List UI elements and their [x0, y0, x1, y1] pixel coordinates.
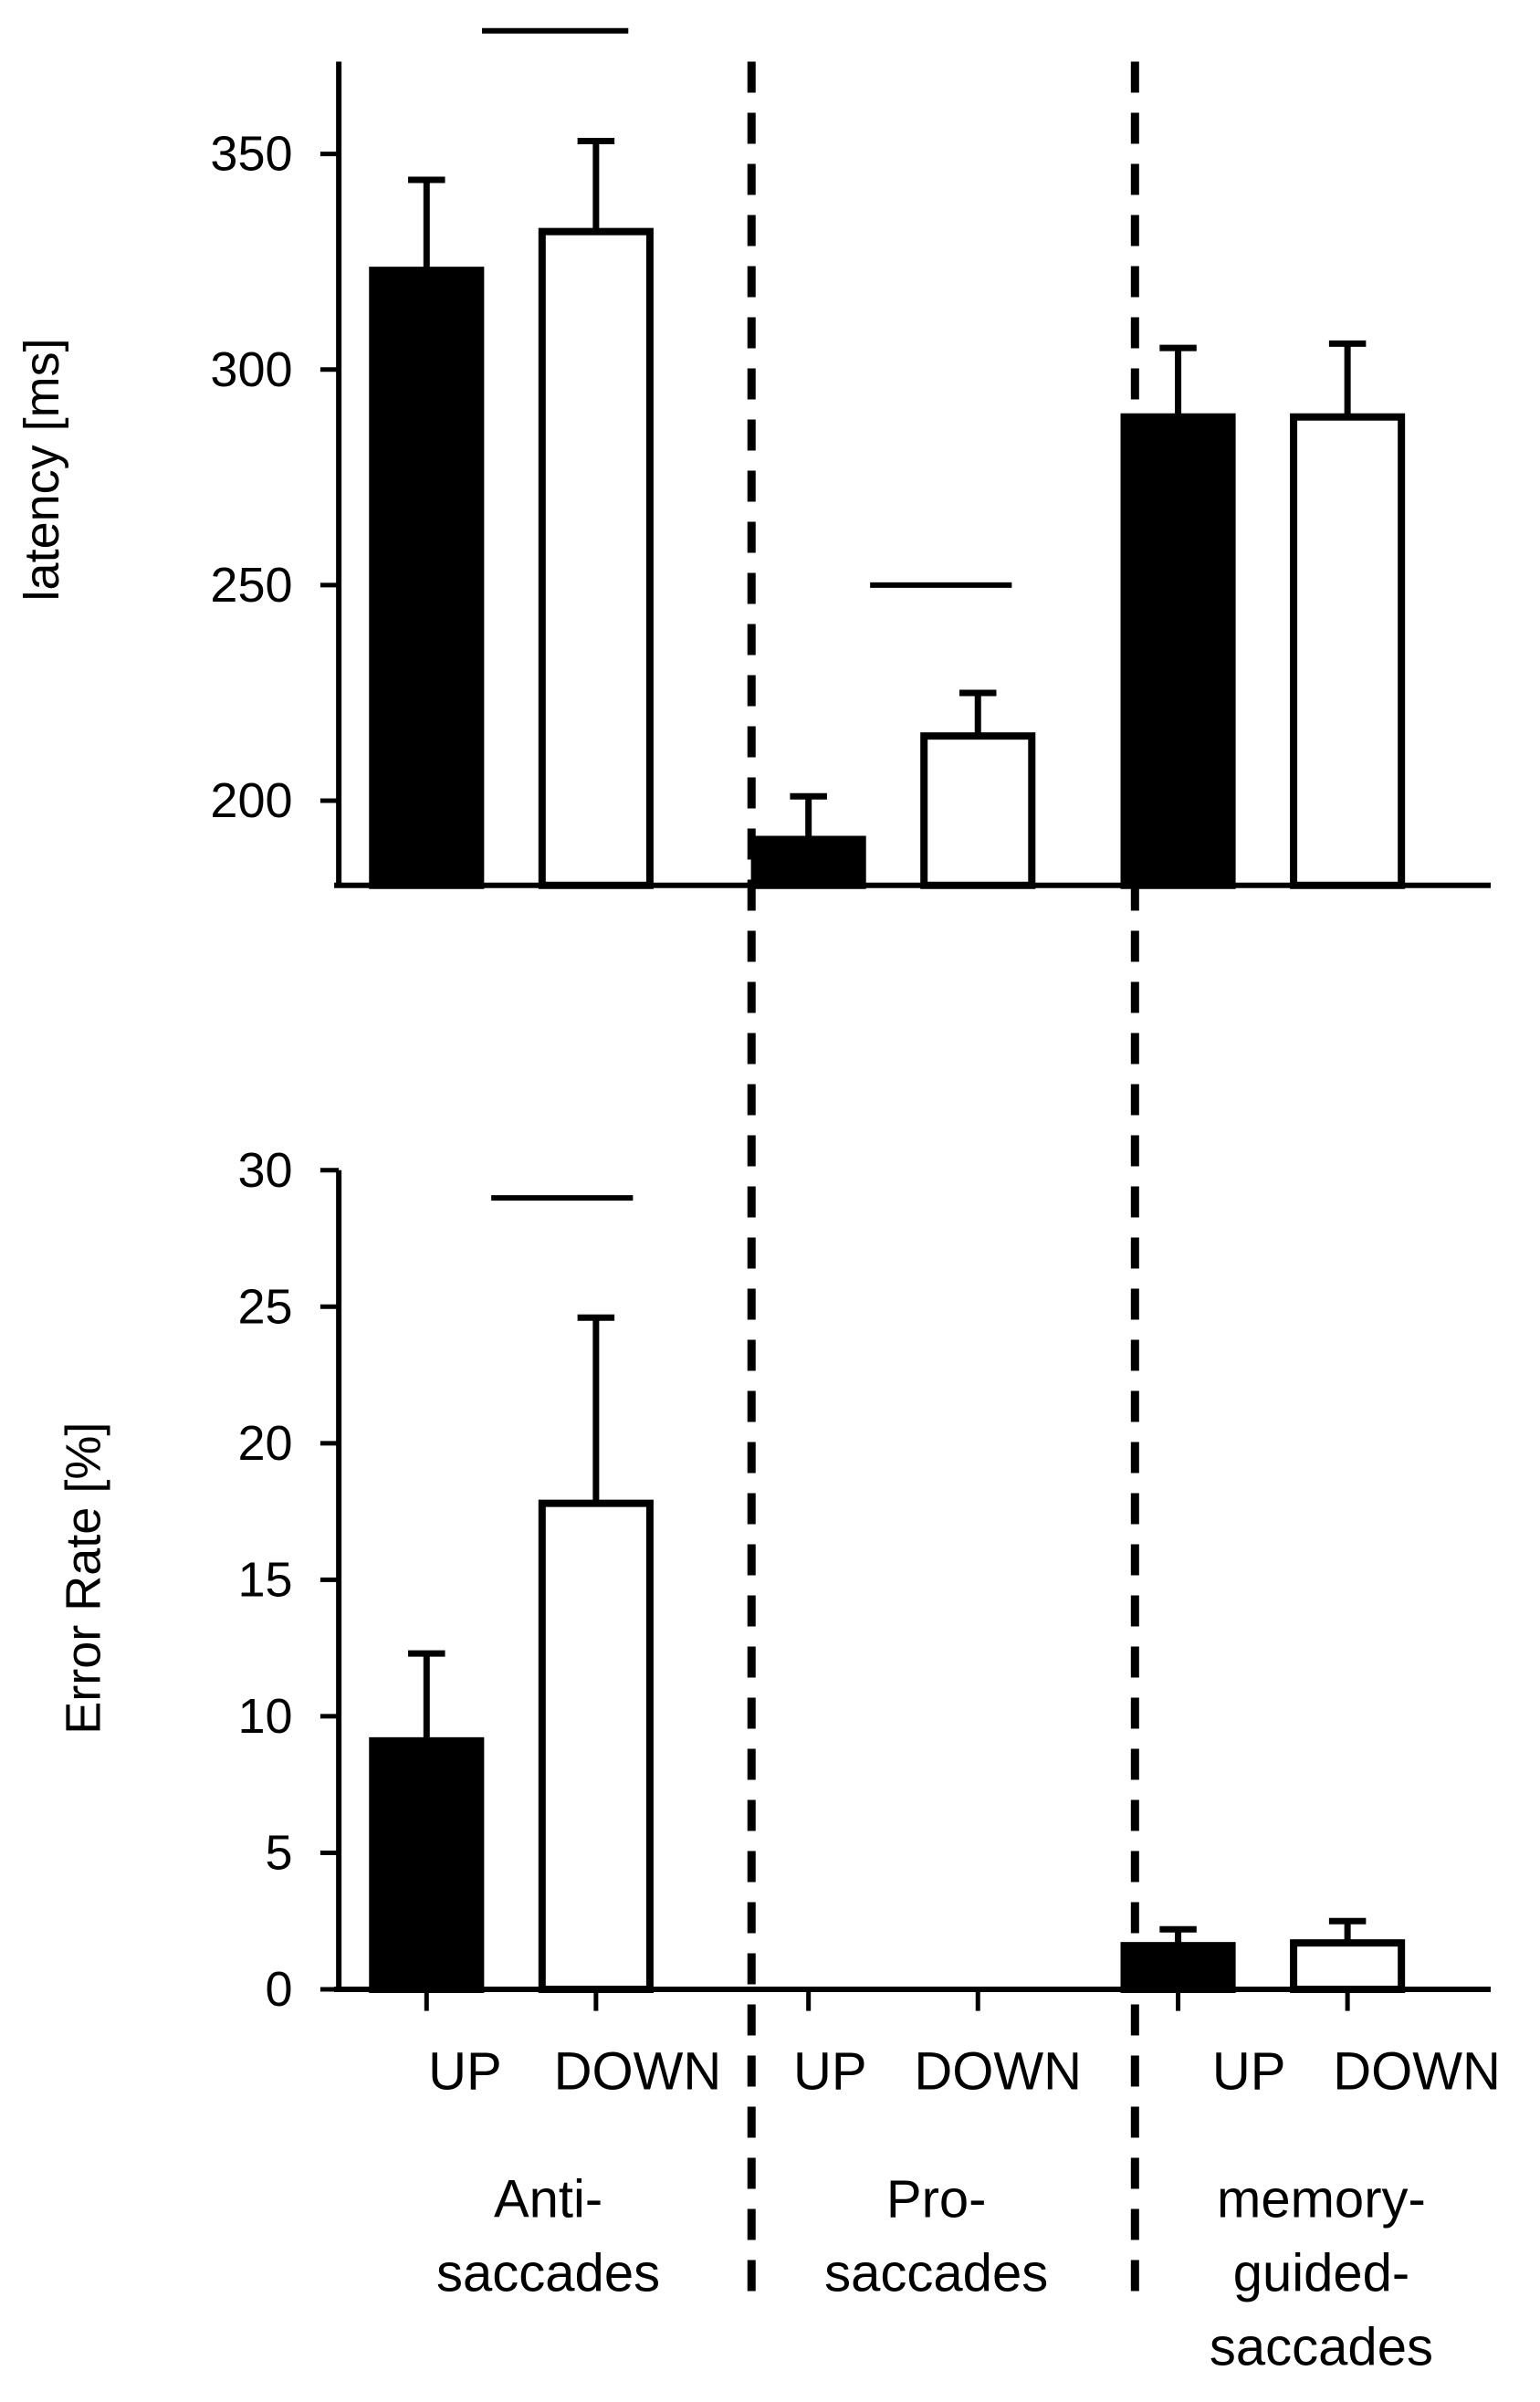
latency-panel: 200 250 300 350 latency [ms] [15, 27, 1492, 889]
group-label-line: guided- [1233, 2244, 1409, 2303]
error-rate-panel: 0 5 10 15 20 25 30 Error Rate [%] [57, 1143, 1492, 2017]
y-tick-label: 10 [237, 1689, 292, 1744]
x-label-down: DOWN [554, 2042, 722, 2102]
bar-anti-saccades-up [369, 1736, 485, 1994]
y-axis-label: latency [ms] [15, 338, 69, 601]
bar-anti-saccades-up [369, 267, 485, 889]
group-label-line: memory- [1217, 2170, 1426, 2229]
y-tick-label: 350 [210, 127, 292, 182]
group-label-line: saccades [436, 2244, 660, 2303]
x-axis-labels: UP DOWN Anti-saccades UP DOWN Pro-saccades UP D… [428, 2042, 1501, 2377]
y-tick-label: 30 [237, 1143, 292, 1198]
bar-memory-guided-saccades-up [1120, 1942, 1236, 1994]
y-tick-label: 25 [237, 1279, 292, 1334]
group-label-line: Pro- [886, 2170, 987, 2229]
bar-anti-saccades-down [538, 1499, 654, 1994]
bar-memory-guided-saccades-down [1290, 413, 1406, 889]
x-label-up: UP [1212, 2042, 1286, 2102]
x-label-down: DOWN [914, 2042, 1082, 2102]
bar-memory-guided-saccades-down [1290, 1939, 1406, 1994]
x-label-up: UP [428, 2042, 502, 2102]
bar-memory-guided-saccades-up [1120, 413, 1236, 889]
group-label-line: saccades [824, 2244, 1048, 2303]
y-axis-label: Error Rate [%] [57, 1422, 111, 1735]
y-tick-label: 250 [210, 558, 292, 613]
bar-pro-saccades-up [750, 835, 866, 889]
y-tick-label: 300 [210, 342, 292, 397]
bar-anti-saccades-down [538, 227, 654, 889]
group-dividers [747, 61, 1139, 2310]
y-tick-label: 5 [265, 1825, 292, 1880]
bar-pro-saccades-down [920, 732, 1036, 889]
x-label-up: UP [793, 2042, 867, 2102]
group-label-line: Anti- [494, 2170, 602, 2229]
group-label-line: saccades [1210, 2318, 1433, 2377]
x-label-down: DOWN [1333, 2042, 1501, 2102]
y-tick-label: 200 [210, 773, 292, 828]
y-tick-label: 15 [237, 1552, 292, 1607]
y-tick-label: 0 [265, 1962, 292, 2017]
y-tick-label: 20 [237, 1416, 292, 1471]
